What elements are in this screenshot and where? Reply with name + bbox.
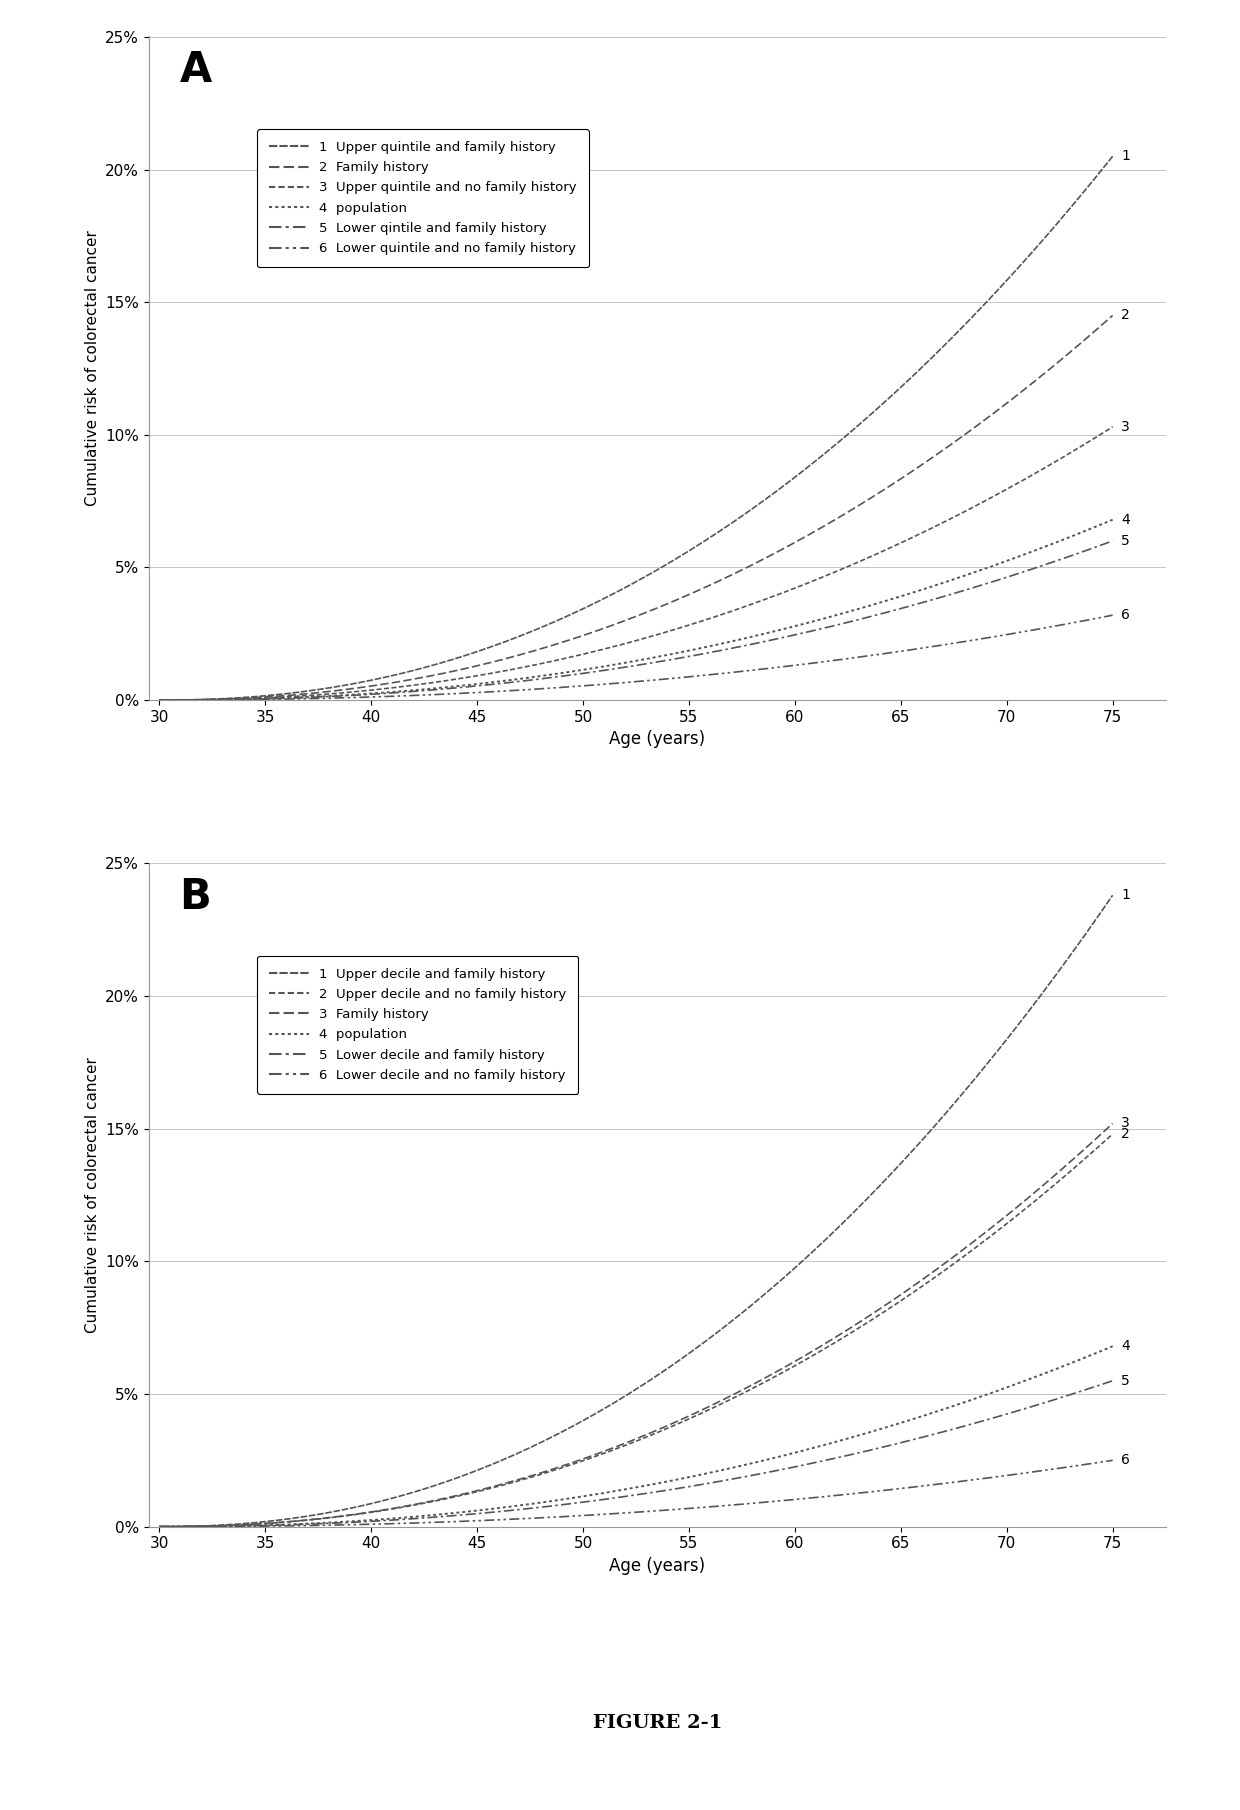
Legend: 1  Upper quintile and family history, 2  Family history, 3  Upper quintile and n: 1 Upper quintile and family history, 2 F… (257, 129, 589, 268)
Text: FIGURE 2-1: FIGURE 2-1 (593, 1714, 722, 1732)
Text: 6: 6 (1121, 608, 1130, 623)
Text: 4: 4 (1121, 512, 1130, 527)
Text: A: A (180, 49, 212, 92)
Text: 3: 3 (1121, 420, 1130, 434)
Y-axis label: Cumulative risk of colorectal cancer: Cumulative risk of colorectal cancer (84, 1057, 99, 1332)
Y-axis label: Cumulative risk of colorectal cancer: Cumulative risk of colorectal cancer (84, 230, 99, 507)
X-axis label: Age (years): Age (years) (609, 1557, 706, 1575)
Legend: 1  Upper decile and family history, 2  Upper decile and no family history, 3  Fa: 1 Upper decile and family history, 2 Upp… (257, 956, 578, 1093)
Text: 4: 4 (1121, 1339, 1130, 1354)
Text: 6: 6 (1121, 1453, 1130, 1468)
Text: 3: 3 (1121, 1117, 1130, 1131)
X-axis label: Age (years): Age (years) (609, 731, 706, 748)
Text: 5: 5 (1121, 1374, 1130, 1388)
Text: B: B (180, 876, 211, 918)
Text: 1: 1 (1121, 148, 1130, 163)
Text: 2: 2 (1121, 308, 1130, 322)
Text: 1: 1 (1121, 889, 1130, 901)
Text: 5: 5 (1121, 534, 1130, 548)
Text: 2: 2 (1121, 1128, 1130, 1140)
